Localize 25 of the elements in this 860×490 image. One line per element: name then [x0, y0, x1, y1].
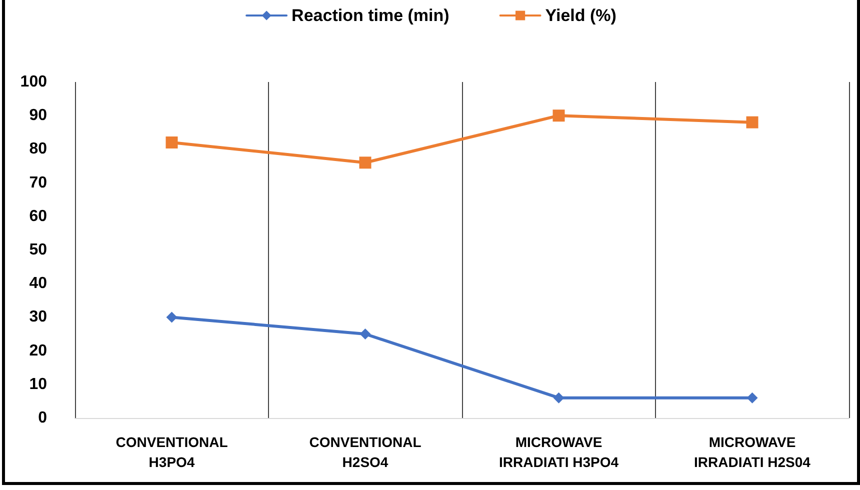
y-tick-label: 80 [29, 140, 48, 158]
y-tick-label: 60 [29, 208, 48, 225]
x-tick-label: CONVENTIONAL H2SO4 [309, 434, 422, 470]
y-tick-label: 30 [29, 308, 48, 326]
point [359, 156, 372, 169]
x-tick-label: CONVENTIONAL H3PO4 [116, 434, 228, 470]
point [552, 110, 565, 122]
y-tick-label: 20 [29, 342, 48, 360]
point [360, 328, 371, 340]
x-tick-label: MICROWAVE IRRADIATI H2S04 [694, 434, 811, 470]
y-tick-label: 90 [29, 107, 48, 124]
point [746, 116, 758, 128]
y-tick-label: 50 [29, 242, 48, 258]
point [746, 392, 758, 404]
y-tick-label: 0 [38, 410, 48, 426]
y-tick-label: 40 [29, 275, 48, 292]
point [166, 312, 178, 323]
point [166, 136, 178, 148]
x-tick-label: MICROWAVE IRRADIATI H3PO4 [498, 434, 619, 470]
legend-label: Yield (%) [545, 6, 616, 25]
point [553, 392, 564, 404]
legend-label: Reaction time (min) [292, 6, 450, 25]
y-tick-label: 10 [29, 376, 48, 393]
y-tick-label: 70 [29, 174, 48, 192]
y-tick-label: 100 [20, 74, 48, 90]
